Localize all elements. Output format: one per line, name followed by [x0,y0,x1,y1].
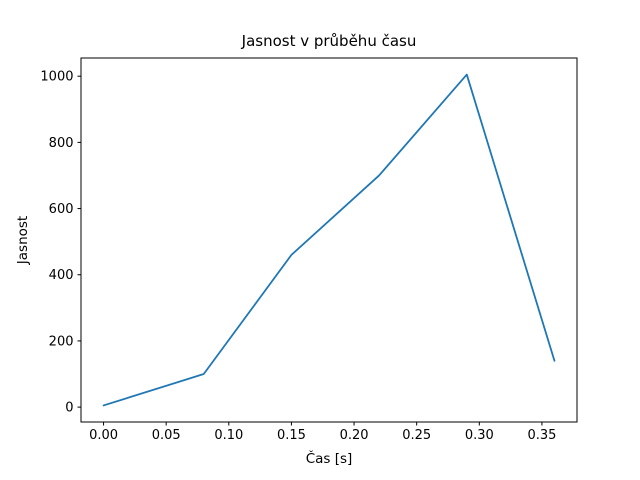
plot-spines [80,57,578,423]
y-tick-label: 200 [49,334,74,349]
y-axis-label: Jasnost [15,216,31,265]
x-tick-label: 0.15 [277,428,306,443]
x-tick-label: 0.20 [340,428,369,443]
x-tick-label: 0.30 [465,428,494,443]
x-tick-label: 0.35 [527,428,556,443]
x-tick-label: 0.10 [214,428,243,443]
data-line-series [102,73,556,407]
y-tick-label: 1000 [40,70,73,85]
y-tick-label: 800 [49,136,74,151]
y-tick-label: 600 [49,202,74,217]
y-tick-label: 400 [49,268,74,283]
plot-area: 0.00 0.05 0.10 0.15 0.20 0.25 0.30 0.35 0 200 400 6… [40,57,578,443]
x-tick-label: 0.25 [402,428,431,443]
x-tick-label: 0.05 [152,428,181,443]
x-axis-label: Čas [s] [306,449,353,467]
chart-title: Jasnost v průběhu času [241,32,417,50]
x-tick-label: 0.00 [89,428,118,443]
y-tick-label: 0 [65,401,73,416]
